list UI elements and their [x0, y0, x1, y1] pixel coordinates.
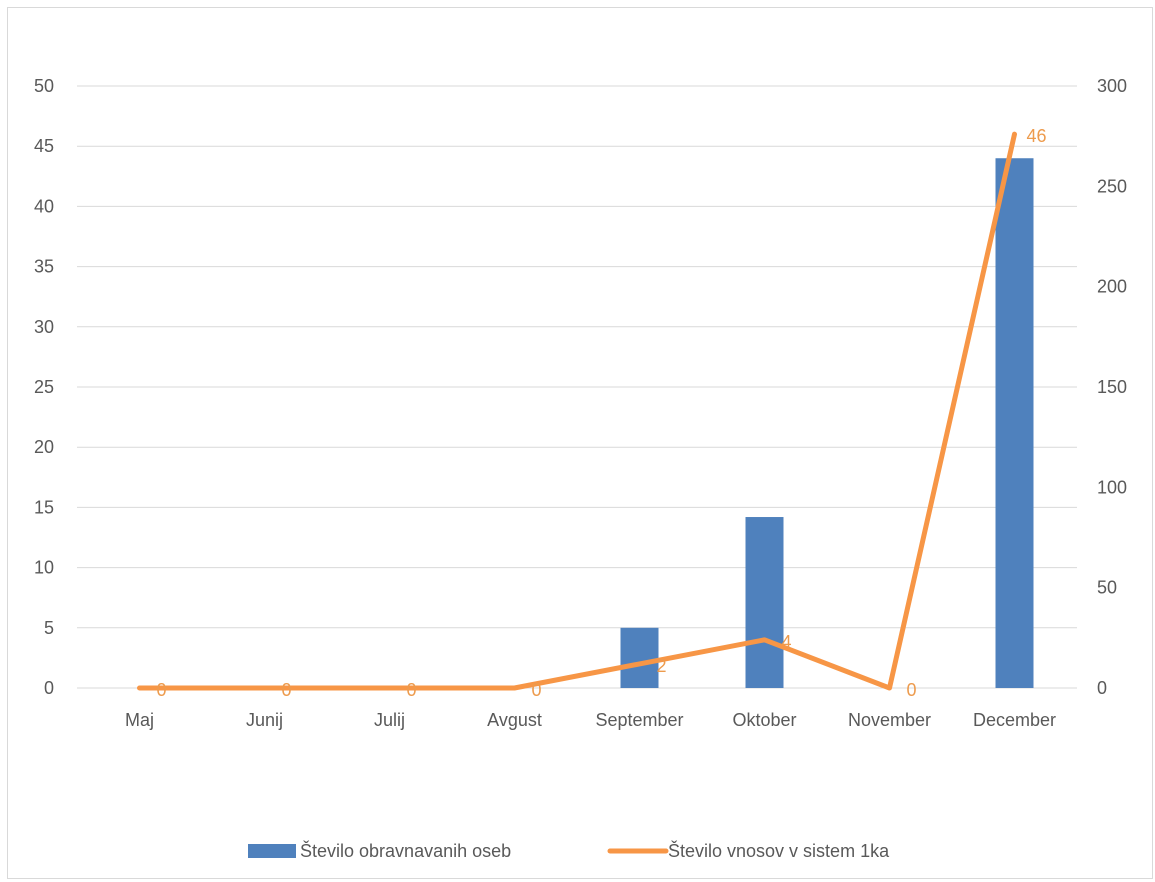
- left-axis-tick-label: 45: [34, 136, 54, 156]
- data-label: 0: [906, 680, 916, 700]
- line-data-labels: 0 0 0 0 2 4 0 46: [156, 126, 1046, 700]
- right-axis-tick-label: 0: [1097, 678, 1107, 698]
- left-axis-tick-label: 50: [34, 76, 54, 96]
- line-series: [137, 131, 1017, 691]
- category-label: Maj: [125, 710, 154, 730]
- right-axis-ticks: 0 50 100 150 200 250 300: [1097, 76, 1127, 698]
- bar: [620, 627, 659, 688]
- legend-label: Število vnosov v sistem 1ka: [668, 840, 890, 861]
- right-axis-tick-label: 100: [1097, 477, 1127, 497]
- left-axis-tick-label: 0: [44, 678, 54, 698]
- chart-frame: [7, 7, 1153, 879]
- right-axis-tick-label: 50: [1097, 578, 1117, 598]
- left-axis-tick-label: 20: [34, 437, 54, 457]
- left-axis-tick-label: 25: [34, 377, 54, 397]
- legend-swatch-bar: [248, 844, 296, 858]
- category-axis-labels: Maj Junij Julij Avgust September Oktober Novem…: [125, 710, 1056, 730]
- data-label: 0: [406, 680, 416, 700]
- left-axis-ticks: 0 5 10 15 20 25 30 35 40 45 50: [34, 76, 54, 698]
- category-label: November: [848, 710, 931, 730]
- category-label: Junij: [246, 710, 283, 730]
- category-label: September: [595, 710, 683, 730]
- gridlines: [77, 85, 1077, 689]
- category-label: Julij: [374, 710, 405, 730]
- category-label: Oktober: [732, 710, 796, 730]
- legend: Število obravnavanih oseb Število vnosov …: [248, 840, 890, 861]
- bar: [745, 517, 784, 688]
- bar-series: [620, 158, 1034, 689]
- legend-label: Število obravnavanih oseb: [300, 840, 511, 861]
- series-line: [137, 131, 1017, 691]
- data-label: 0: [156, 680, 166, 700]
- left-axis-tick-label: 15: [34, 497, 54, 517]
- left-axis-tick-label: 35: [34, 257, 54, 277]
- data-label: 4: [781, 632, 791, 652]
- data-label: 2: [656, 656, 666, 676]
- right-axis-tick-label: 150: [1097, 377, 1127, 397]
- data-label: 46: [1026, 126, 1046, 146]
- bar: [995, 158, 1034, 689]
- right-axis-tick-label: 300: [1097, 76, 1127, 96]
- left-axis-tick-label: 5: [44, 618, 54, 638]
- left-axis-tick-label: 30: [34, 317, 54, 337]
- left-axis-tick-label: 10: [34, 558, 54, 578]
- data-label: 0: [281, 680, 291, 700]
- left-axis-tick-label: 40: [34, 196, 54, 216]
- category-label: December: [973, 710, 1056, 730]
- right-axis-tick-label: 200: [1097, 277, 1127, 297]
- right-axis-tick-label: 250: [1097, 176, 1127, 196]
- category-label: Avgust: [487, 710, 542, 730]
- data-label: 0: [531, 680, 541, 700]
